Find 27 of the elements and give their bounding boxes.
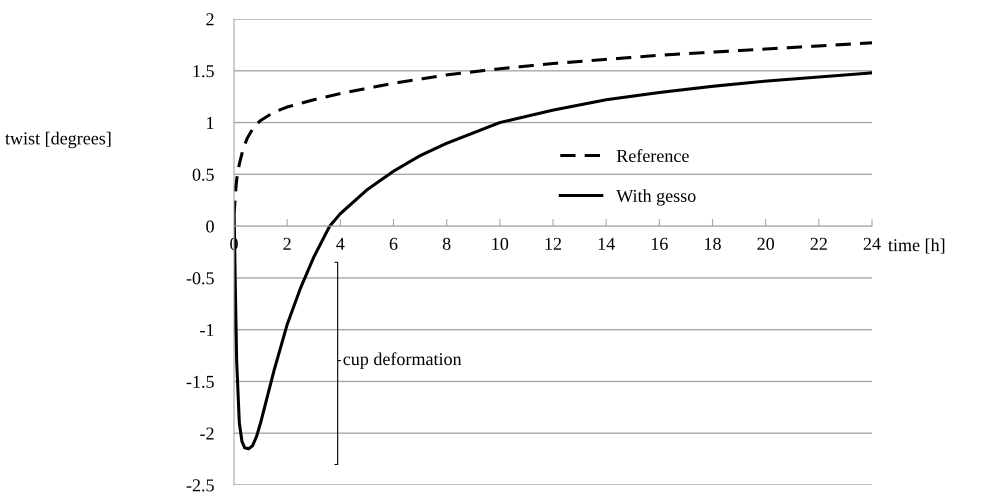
- y-tick-label: -2: [200, 428, 214, 440]
- x-tick-label: 10: [492, 238, 508, 250]
- y-tick-label: -1: [200, 324, 214, 336]
- x-tick-label: 16: [652, 238, 668, 250]
- y-tick-label: 1: [207, 116, 214, 129]
- legend-label: Reference: [616, 149, 689, 162]
- x-tick-label: 4: [336, 238, 345, 250]
- y-tick-label: -1.5: [186, 376, 214, 388]
- annotation: cup deformation: [343, 352, 462, 369]
- legend-label: With gesso: [616, 189, 696, 206]
- y-axis-title: twist [degrees]: [5, 132, 110, 148]
- y-tick-label: -0.5: [186, 272, 214, 284]
- x-tick-label: 20: [757, 238, 774, 250]
- x-tick-label: 24: [864, 238, 881, 250]
- y-tick-label: 0.5: [192, 168, 214, 181]
- y-tick-label: -2.5: [186, 479, 214, 492]
- x-tick-label: 8: [442, 238, 450, 250]
- x-tick-label: 18: [705, 238, 721, 250]
- x-tick-label: 22: [810, 238, 827, 250]
- x-tick-label: 2: [283, 238, 291, 250]
- y-tick-label: 0: [206, 220, 214, 233]
- y-tick-label: 2: [206, 13, 214, 26]
- x-axis-title: time [h]: [888, 238, 944, 254]
- x-tick-label: 6: [390, 238, 398, 250]
- y-tick-label: 1.5: [194, 65, 214, 78]
- x-tick-label: 14: [598, 238, 615, 250]
- x-tick-label: 12: [546, 238, 562, 250]
